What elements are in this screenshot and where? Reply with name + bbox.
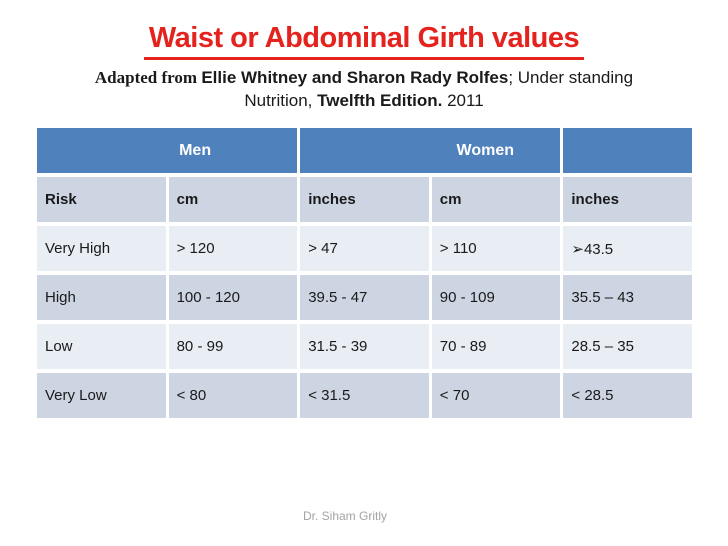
value-cell: 100 - 120 [168, 275, 298, 320]
slide-title: Waist or Abdominal Girth values [0, 22, 728, 60]
value-cell: 28.5 – 35 [563, 324, 692, 369]
subtitle-source-rest: ; Under standing [508, 68, 634, 87]
column-header-men-inches: inches [300, 177, 429, 222]
subtitle-line-2: Nutrition, Twelfth Edition. 2011 [0, 89, 728, 112]
value-cell: 90 - 109 [431, 275, 561, 320]
value-cell: < 28.5 [563, 373, 692, 418]
value-cell: > 120 [168, 226, 298, 271]
value-cell: < 70 [431, 373, 561, 418]
subtitle-adapted-from: Adapted from [94, 68, 202, 87]
subtitle-authors: Ellie Whitney and Sharon Rady Rolfes [201, 68, 509, 87]
column-header-women-cm: cm [431, 177, 561, 222]
page-title: Waist or Abdominal Girth values [143, 22, 585, 60]
subtitle-year: 2011 [442, 91, 484, 110]
subtitle-edition: Twelfth Edition. [317, 91, 443, 110]
value-cell: 70 - 89 [431, 324, 561, 369]
footer-credit: Dr. Siham Gritly [302, 509, 387, 523]
subtitle-nutrition: Nutrition, [244, 91, 318, 110]
group-header-men: Men [37, 128, 298, 173]
subtitle-line-1: Adapted from Ellie Whitney and Sharon Ra… [0, 66, 728, 89]
value-cell: 35.5 – 43 [563, 275, 692, 320]
column-header-risk: Risk [37, 177, 166, 222]
slide-subtitle: Adapted from Ellie Whitney and Sharon Ra… [0, 66, 728, 112]
risk-cell: Very High [37, 226, 166, 271]
value-cell: < 80 [168, 373, 298, 418]
value-cell: 80 - 99 [168, 324, 298, 369]
column-header-men-cm: cm [168, 177, 298, 222]
risk-cell: Low [37, 324, 166, 369]
risk-cell: High [37, 275, 166, 320]
girth-table: Men Women Risk cm inches cm inches Very … [37, 128, 692, 418]
value-cell: > 47 [300, 226, 429, 271]
group-header-women: Women [300, 128, 561, 173]
value-cell: 39.5 - 47 [300, 275, 429, 320]
group-header-empty [563, 128, 692, 173]
value-cell: 31.5 - 39 [300, 324, 429, 369]
value-cell: ➢43.5 [563, 226, 692, 271]
value-cell: < 31.5 [300, 373, 429, 418]
column-header-women-inches: inches [563, 177, 692, 222]
value-cell: > 110 [431, 226, 561, 271]
risk-cell: Very Low [37, 373, 166, 418]
